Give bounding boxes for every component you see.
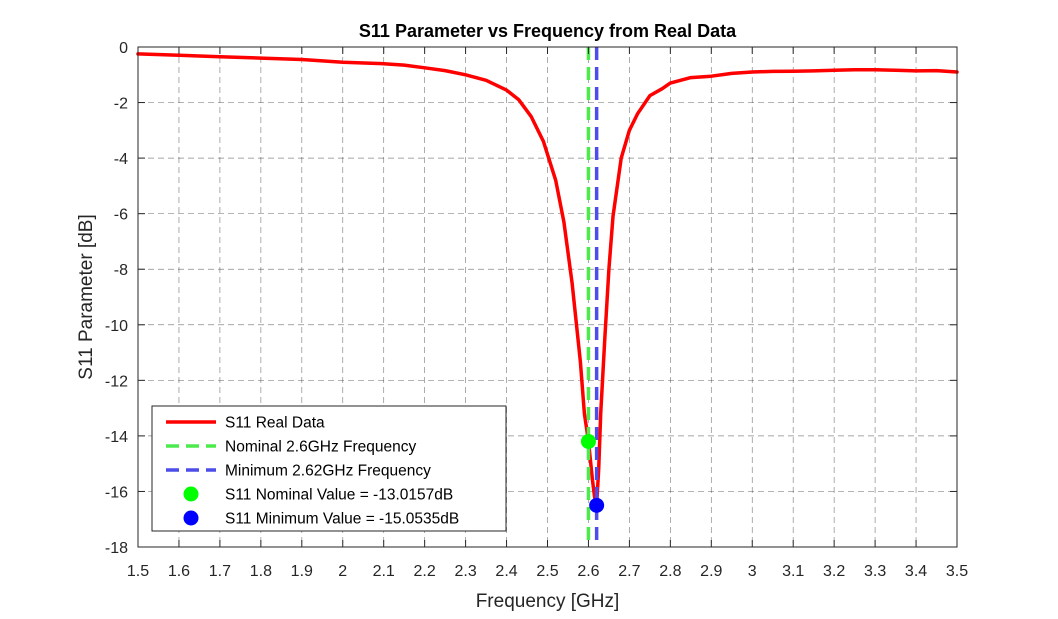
y-tick-labels: 0 -2 -4 -6 -8 -10 -12 -14 -16 -18 <box>105 40 128 557</box>
x-tick-label: 2.9 <box>700 563 722 580</box>
x-tick-label: 2.4 <box>495 563 517 580</box>
y-tick-label: 0 <box>119 40 128 57</box>
y-tick-label: -18 <box>105 540 128 557</box>
y-tick-label: -8 <box>114 262 128 279</box>
legend-swatch-marker <box>183 510 199 526</box>
x-tick-label: 2 <box>338 563 347 580</box>
x-tick-label: 2.7 <box>618 563 640 580</box>
y-axis-label: S11 Parameter [dB] <box>76 214 97 379</box>
x-axis-label: Frequency [GHz] <box>476 591 620 612</box>
x-tick-label: 3.5 <box>946 563 968 580</box>
y-tick-label: -10 <box>105 318 128 335</box>
x-tick-label: 2.5 <box>536 563 558 580</box>
x-tick-label: 3.1 <box>782 563 804 580</box>
x-tick-label: 3.4 <box>905 563 927 580</box>
legend-items: S11 Real Data Nominal 2.6GHz Frequency Min… <box>166 415 459 528</box>
x-tick-label: 2.8 <box>659 563 681 580</box>
y-tick-label: -12 <box>105 373 128 390</box>
legend-label: S11 Nominal Value = -13.0157dB <box>225 487 453 504</box>
data-series <box>136 47 959 547</box>
y-tick-label: -16 <box>105 484 128 501</box>
plot-frame <box>137 46 958 548</box>
chart-title: S11 Parameter vs Frequency from Real Dat… <box>359 21 737 41</box>
legend-label: S11 Minimum Value = -15.0535dB <box>225 511 459 528</box>
x-tick-label: 1.7 <box>209 563 231 580</box>
y-tick-label: -6 <box>114 207 128 224</box>
minimum-value-marker <box>589 497 605 513</box>
x-tick-label: 2.3 <box>454 563 476 580</box>
legend-label: Nominal 2.6GHz Frequency <box>225 439 416 456</box>
y-tick-label: -4 <box>114 151 128 168</box>
x-tick-label: 2.2 <box>414 563 436 580</box>
x-tick-label: 3.3 <box>864 563 886 580</box>
legend-label: Minimum 2.62GHz Frequency <box>225 463 431 480</box>
x-tick-label: 3 <box>748 563 757 580</box>
x-tick-labels: 1.5 1.6 1.7 1.8 1.9 2 2.1 2.2 2.3 2.4 2.5 2.6 2.7 2.8… <box>127 563 968 580</box>
x-tick-label: 2.6 <box>577 563 599 580</box>
x-tick-label: 1.6 <box>168 563 190 580</box>
x-tick-label: 2.1 <box>373 563 395 580</box>
y-tick-label: -2 <box>114 96 128 113</box>
x-tick-label: 3.2 <box>823 563 845 580</box>
legend-label: S11 Real Data <box>225 415 325 432</box>
legend: S11 Real Data Nominal 2.6GHz Frequency Min… <box>151 405 507 532</box>
x-tick-label: 1.5 <box>127 563 149 580</box>
x-tick-label: 1.8 <box>250 563 272 580</box>
y-tick-label: -14 <box>105 429 128 446</box>
x-tick-label: 1.9 <box>291 563 313 580</box>
legend-swatch-marker <box>183 486 199 502</box>
nominal-value-marker <box>580 433 596 449</box>
